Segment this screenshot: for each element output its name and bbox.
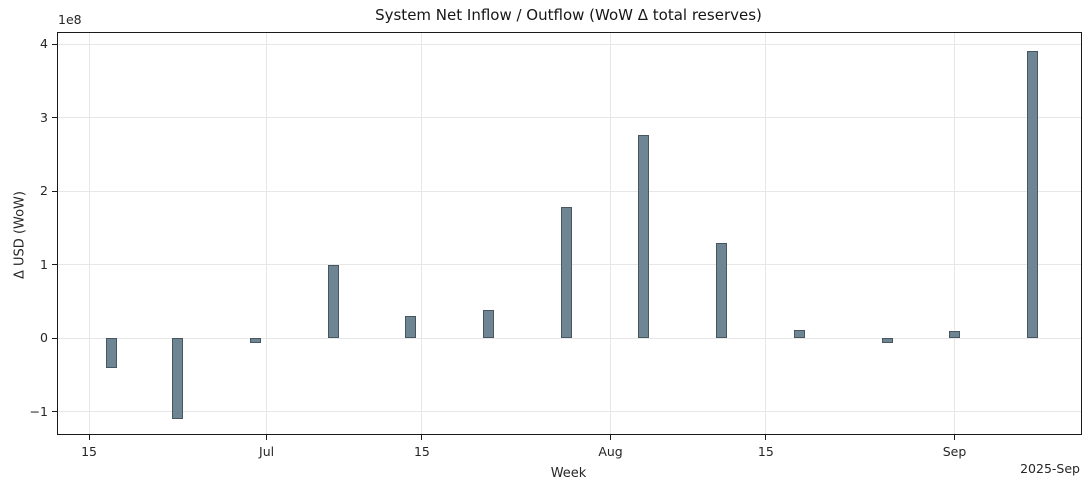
bar bbox=[1026, 51, 1038, 339]
x-tick-mark bbox=[266, 435, 268, 440]
x-tick-label: 15 bbox=[757, 444, 774, 459]
x-tick-label: 15 bbox=[413, 444, 430, 459]
bar bbox=[249, 338, 261, 343]
bar bbox=[483, 310, 494, 339]
bar bbox=[405, 316, 417, 339]
y-tick-label: 2 bbox=[40, 183, 48, 199]
x-tick-mark bbox=[610, 435, 612, 440]
x-axis-label: Week bbox=[550, 466, 587, 481]
y-tick-label: −1 bbox=[29, 403, 48, 419]
y-tick-mark bbox=[52, 264, 57, 266]
x-tick-mark bbox=[88, 435, 90, 440]
x-tick-mark bbox=[765, 435, 767, 440]
x-tick-mark bbox=[954, 435, 955, 440]
x-axis-offset-text: 2025-Sep bbox=[1020, 461, 1080, 476]
gridline-horizontal bbox=[58, 411, 1081, 413]
x-tick-label: Jul bbox=[259, 444, 275, 459]
gridline-vertical bbox=[765, 33, 767, 434]
y-tick-mark bbox=[52, 190, 57, 192]
bar bbox=[949, 330, 960, 339]
bar bbox=[882, 338, 894, 344]
bar bbox=[172, 338, 184, 420]
y-axis-offset-text: 1e8 bbox=[58, 12, 82, 27]
y-tick-mark bbox=[52, 411, 57, 413]
gridline-horizontal bbox=[58, 337, 1081, 339]
bar bbox=[105, 338, 117, 368]
bar bbox=[560, 207, 572, 339]
plot-canvas: −1 0 1 2 3 4 15 Jul 15 Aug 15 Sep bbox=[30, 33, 1081, 459]
gridline-horizontal bbox=[58, 190, 1081, 192]
y-tick-label: 4 bbox=[40, 36, 48, 52]
bar bbox=[716, 242, 727, 339]
y-tick-label: 1 bbox=[40, 256, 48, 272]
gridline-vertical bbox=[266, 33, 268, 434]
gridline-horizontal bbox=[58, 117, 1081, 119]
gridline-vertical bbox=[88, 33, 90, 434]
y-tick-label: 3 bbox=[40, 109, 48, 125]
x-tick-label: Aug bbox=[598, 444, 623, 459]
chart-title: System Net Inflow / Outflow (WoW Δ total… bbox=[375, 6, 762, 24]
gridline-vertical bbox=[421, 33, 423, 434]
gridline-vertical bbox=[610, 33, 612, 434]
y-tick-mark bbox=[52, 43, 57, 45]
x-tick-label: 15 bbox=[81, 444, 98, 459]
y-tick-mark bbox=[52, 117, 57, 119]
y-tick-mark bbox=[52, 337, 57, 339]
bar bbox=[793, 329, 805, 339]
gridline-vertical bbox=[954, 33, 955, 434]
y-tick-label: 0 bbox=[40, 330, 48, 346]
plot-area: −1 0 1 2 3 4 15 Jul 15 Aug 15 Sep bbox=[30, 32, 1082, 459]
x-tick-mark bbox=[421, 435, 423, 440]
bar bbox=[327, 264, 339, 339]
bar bbox=[638, 135, 650, 339]
gridline-horizontal bbox=[58, 43, 1081, 45]
x-tick-label: Sep bbox=[942, 444, 967, 459]
